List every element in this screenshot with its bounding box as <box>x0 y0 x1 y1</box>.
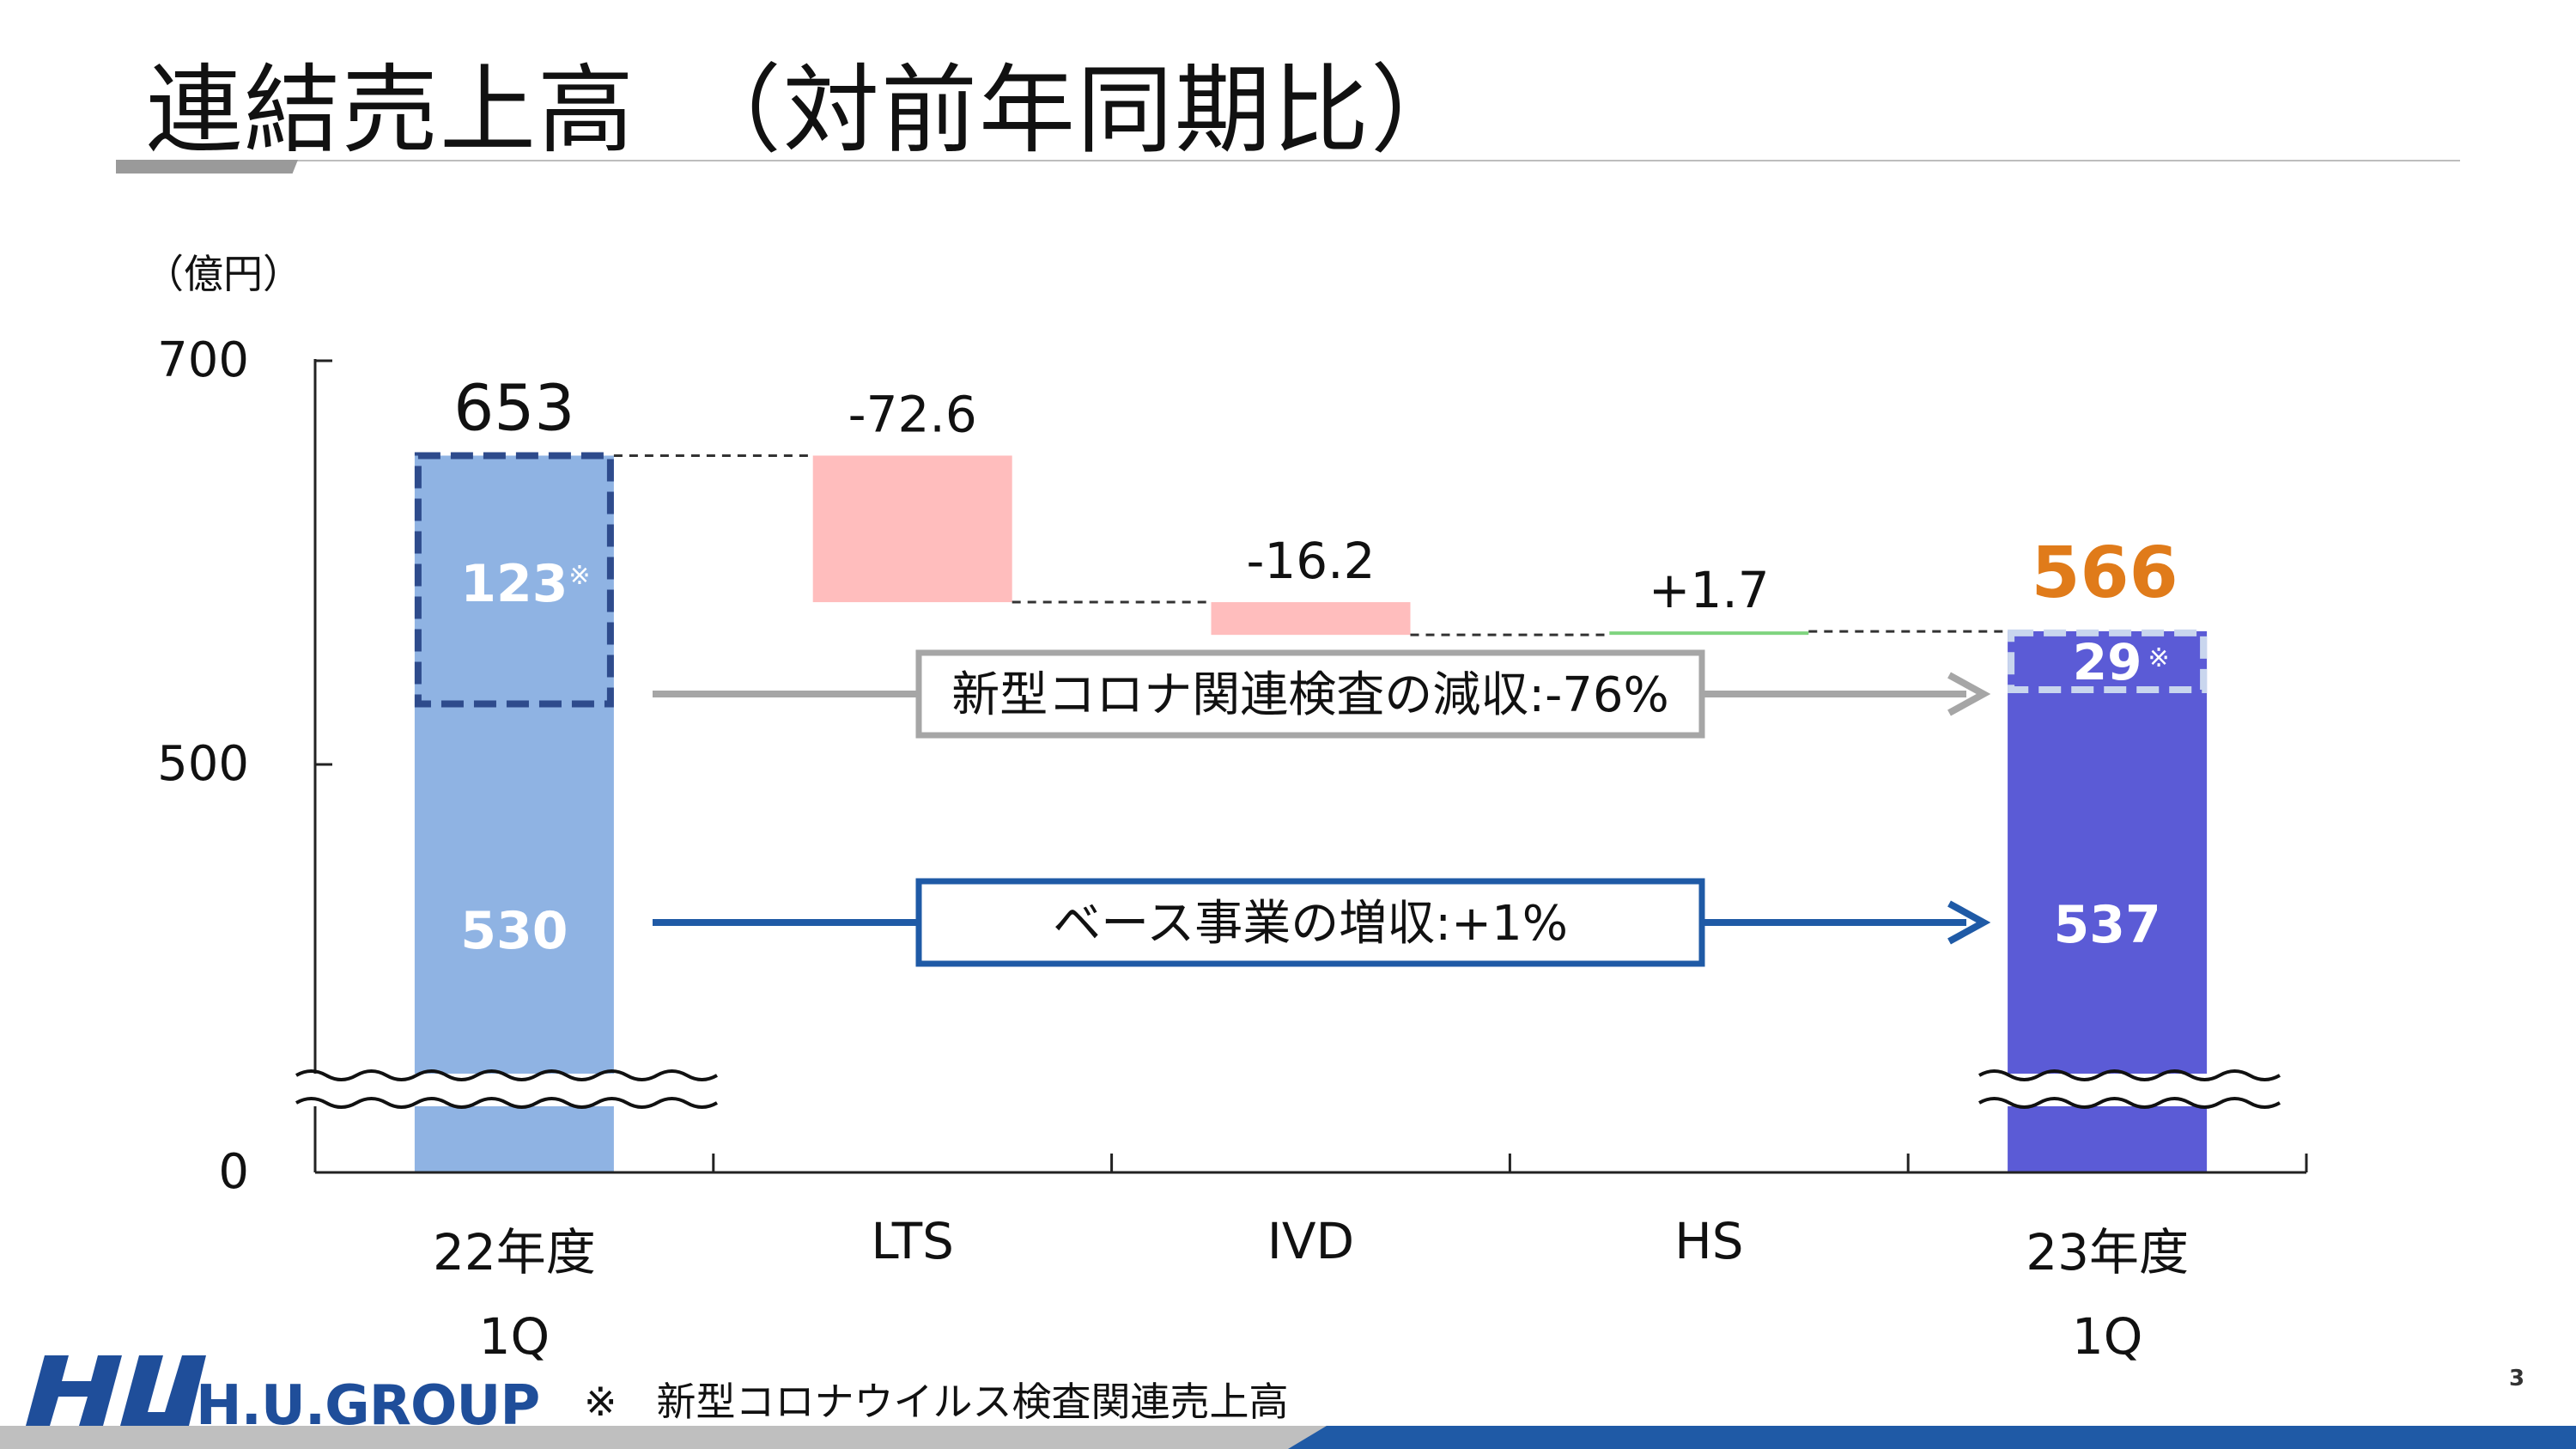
bar-hs <box>1609 631 1809 636</box>
bar-ivd <box>1211 602 1411 636</box>
segment-label-22-base: 530 <box>460 901 568 961</box>
annotation-box <box>915 878 1705 967</box>
title-accent-bar <box>116 160 298 174</box>
page-number: 3 <box>2509 1366 2525 1391</box>
bar-lts <box>812 455 1012 603</box>
y-unit-label: （億円） <box>144 251 302 297</box>
bar-23-covid-segment <box>2008 629 2208 694</box>
y-tick-label: 700 <box>157 332 249 388</box>
data-label-lts: -72.6 <box>848 385 977 443</box>
x-tick-label: 1Q <box>479 1307 550 1366</box>
arrow-head-icon <box>1947 672 1991 716</box>
arrow-head-icon <box>1947 900 1991 945</box>
axis-break-wave <box>1978 1069 2281 1081</box>
annotation-text: ベース事業の増収:+1% <box>1053 896 1568 952</box>
bar-22-base <box>414 455 614 1172</box>
logo-mark-icon <box>26 1355 206 1426</box>
footnote: ※ 新型コロナウイルス検査関連売上高 <box>584 1379 1289 1425</box>
x-tick-label: LTS <box>871 1212 954 1270</box>
page-title: 連結売上高 （対前年同期比） <box>146 55 1468 167</box>
axis-break-wave <box>1978 1097 2281 1109</box>
segment-label-23-covid: 29 <box>2073 633 2142 691</box>
x-tick-label: 1Q <box>2072 1307 2143 1366</box>
data-label-hs: +1.7 <box>1649 561 1770 619</box>
total-label-23: 566 <box>2032 533 2178 614</box>
footer-bar-blue <box>1288 1426 2576 1449</box>
bar-22-covid-segment <box>414 452 614 708</box>
segment-label-23-base: 537 <box>2053 895 2160 955</box>
annotation-text: 新型コロナ関連検査の減収:-76% <box>951 667 1669 723</box>
segment-label-22-covid: 123 <box>460 554 568 614</box>
x-tick-label: HS <box>1674 1212 1743 1270</box>
x-tick-label: 23年度 <box>2026 1223 2189 1282</box>
data-label-ivd: -16.2 <box>1246 532 1375 590</box>
hu-group-logo <box>26 1355 206 1426</box>
annotation-box <box>915 649 1705 739</box>
y-tick-label: 0 <box>218 1144 249 1200</box>
total-label-22: 653 <box>453 371 574 445</box>
axis-break-wave <box>295 1069 718 1081</box>
footnote-mark: ※ <box>568 561 590 591</box>
title-divider <box>116 160 2460 161</box>
y-tick-label: 500 <box>157 736 249 792</box>
footnote-mark: ※ <box>2148 643 2170 673</box>
footer-bar-gray <box>0 1426 1340 1449</box>
x-tick-label: 22年度 <box>433 1223 596 1282</box>
x-tick-label: IVD <box>1267 1212 1354 1270</box>
axis-break-wave <box>295 1097 718 1109</box>
